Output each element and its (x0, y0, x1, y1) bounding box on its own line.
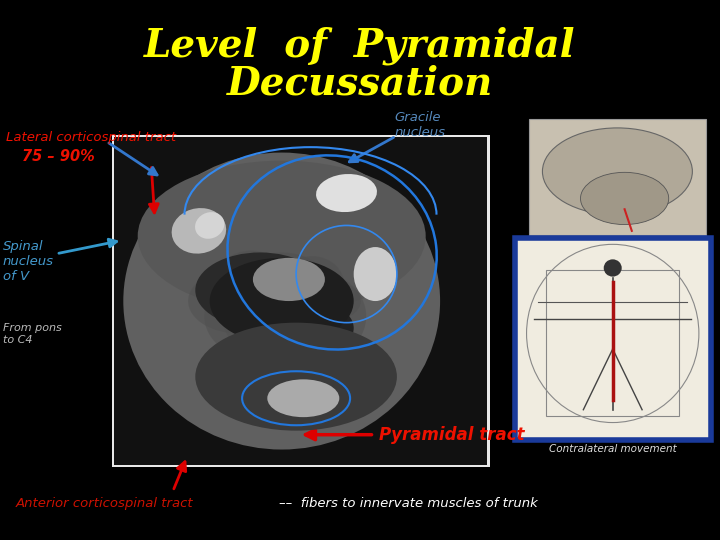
Text: Gracile
nucleus: Gracile nucleus (395, 111, 446, 139)
Bar (529, 119, 706, 235)
Ellipse shape (204, 276, 298, 357)
Ellipse shape (580, 172, 669, 225)
Text: Spinal
nucleus
of V: Spinal nucleus of V (3, 240, 54, 284)
Ellipse shape (210, 258, 354, 345)
Ellipse shape (171, 208, 226, 254)
Ellipse shape (238, 252, 325, 306)
Ellipse shape (195, 322, 397, 431)
Ellipse shape (289, 280, 361, 322)
Ellipse shape (224, 285, 339, 361)
Text: Anterior corticospinal tract: Anterior corticospinal tract (16, 497, 194, 510)
Text: Level  of  Pyramidal: Level of Pyramidal (144, 26, 576, 65)
Ellipse shape (258, 271, 366, 362)
Ellipse shape (280, 256, 345, 315)
Text: Pyramidal tract: Pyramidal tract (379, 426, 525, 444)
Text: ––  fibers to innervate muscles of trunk: –– fibers to innervate muscles of trunk (279, 497, 538, 510)
Ellipse shape (354, 247, 397, 301)
Text: From pons
to C4: From pons to C4 (3, 323, 62, 345)
Bar (112, 135, 490, 467)
Ellipse shape (542, 128, 693, 215)
Ellipse shape (138, 160, 426, 312)
Ellipse shape (603, 259, 622, 276)
Ellipse shape (195, 252, 325, 328)
Text: Lateral corticospinal tract: Lateral corticospinal tract (6, 131, 176, 144)
Text: Contralateral movement: Contralateral movement (549, 444, 677, 454)
Text: Decussation: Decussation (227, 65, 493, 103)
Ellipse shape (188, 269, 289, 333)
Text: 75 – 90%: 75 – 90% (22, 149, 94, 164)
Ellipse shape (195, 212, 225, 239)
Bar (515, 238, 711, 440)
Bar (546, 270, 679, 416)
Ellipse shape (123, 152, 440, 449)
Bar (114, 137, 487, 465)
Ellipse shape (212, 251, 291, 321)
Ellipse shape (253, 258, 325, 301)
Ellipse shape (316, 174, 377, 212)
Ellipse shape (267, 379, 339, 417)
Ellipse shape (267, 301, 354, 355)
